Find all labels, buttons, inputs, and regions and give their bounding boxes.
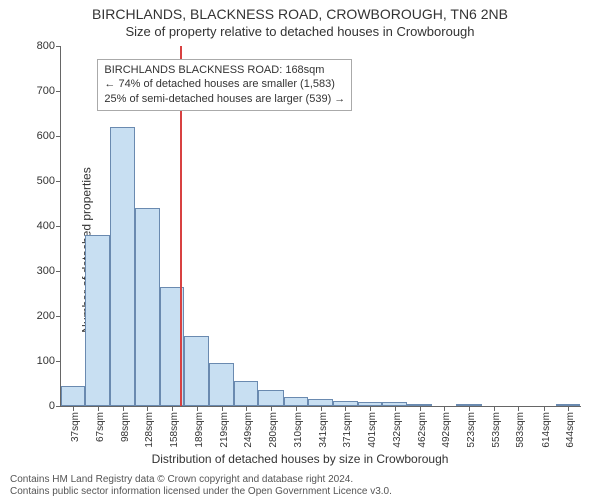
y-tick-label: 600 [21,130,61,142]
histogram-bar [284,397,308,406]
chart-title-main: BIRCHLANDS, BLACKNESS ROAD, CROWBOROUGH,… [0,6,600,22]
x-tick-mark [123,406,124,411]
footer-line-2: Contains public sector information licen… [10,486,392,498]
y-tick-label: 0 [21,400,61,412]
x-tick-label: 280sqm [268,412,279,448]
x-tick-label: 219sqm [219,412,230,448]
y-tick-label: 500 [21,175,61,187]
histogram-bar [456,404,481,406]
x-tick-mark [98,406,99,411]
histogram-bar [258,390,283,406]
histogram-bar [61,386,85,406]
x-tick-label: 310sqm [293,412,304,448]
x-tick-mark [172,406,173,411]
x-tick-label: 189sqm [194,412,205,448]
x-tick-label: 371sqm [342,412,353,448]
histogram-bar [234,381,258,406]
x-tick-label: 249sqm [243,412,254,448]
x-tick-mark [518,406,519,411]
histogram-bar [382,402,407,407]
x-tick-mark [395,406,396,411]
x-tick-label: 128sqm [144,412,155,448]
chart-container: BIRCHLANDS, BLACKNESS ROAD, CROWBOROUGH,… [0,0,600,500]
annotation-line: 25% of semi-detached houses are larger (… [104,92,345,107]
x-tick-label: 37sqm [70,412,81,442]
x-tick-mark [296,406,297,411]
x-tick-mark [370,406,371,411]
x-tick-mark [222,406,223,411]
y-tick-label: 700 [21,85,61,97]
histogram-bar [308,399,333,406]
x-tick-mark [321,406,322,411]
histogram-bar [358,402,382,407]
x-tick-label: 98sqm [120,412,131,442]
histogram-bar [209,363,233,406]
x-tick-label: 553sqm [491,412,502,448]
annotation-box: BIRCHLANDS BLACKNESS ROAD: 168sqm← 74% o… [97,59,352,112]
x-tick-mark [469,406,470,411]
x-tick-mark [420,406,421,411]
x-tick-mark [271,406,272,411]
x-tick-label: 158sqm [169,412,180,448]
x-tick-label: 492sqm [441,412,452,448]
x-tick-label: 523sqm [466,412,477,448]
histogram-bar [556,404,580,406]
histogram-bar [407,404,431,406]
annotation-line: ← 74% of detached houses are smaller (1,… [104,77,345,92]
x-tick-mark [568,406,569,411]
annotation-line: BIRCHLANDS BLACKNESS ROAD: 168sqm [104,63,345,78]
x-tick-mark [147,406,148,411]
x-tick-label: 432sqm [392,412,403,448]
x-tick-mark [246,406,247,411]
x-tick-mark [345,406,346,411]
y-tick-label: 200 [21,310,61,322]
histogram-bar [184,336,209,406]
x-tick-label: 341sqm [318,412,329,448]
x-tick-mark [494,406,495,411]
histogram-bar [333,401,357,406]
histogram-bar [135,208,159,406]
footer-line-1: Contains HM Land Registry data © Crown c… [10,474,392,486]
x-tick-mark [444,406,445,411]
y-tick-label: 800 [21,40,61,52]
attribution-footer: Contains HM Land Registry data © Crown c… [10,474,392,498]
x-tick-mark [544,406,545,411]
histogram-bar [110,127,135,406]
x-tick-mark [197,406,198,411]
y-tick-label: 300 [21,265,61,277]
y-tick-label: 100 [21,355,61,367]
x-tick-label: 614sqm [541,412,552,448]
chart-title-sub: Size of property relative to detached ho… [0,24,600,39]
x-tick-mark [73,406,74,411]
x-tick-label: 462sqm [417,412,428,448]
x-tick-label: 67sqm [95,412,106,442]
x-axis-label: Distribution of detached houses by size … [0,452,600,466]
y-tick-label: 400 [21,220,61,232]
histogram-bar [85,235,109,406]
x-tick-label: 644sqm [565,412,576,448]
x-tick-label: 401sqm [367,412,378,448]
plot-area: 010020030040050060070080037sqm67sqm98sqm… [60,46,581,407]
x-tick-label: 583sqm [515,412,526,448]
